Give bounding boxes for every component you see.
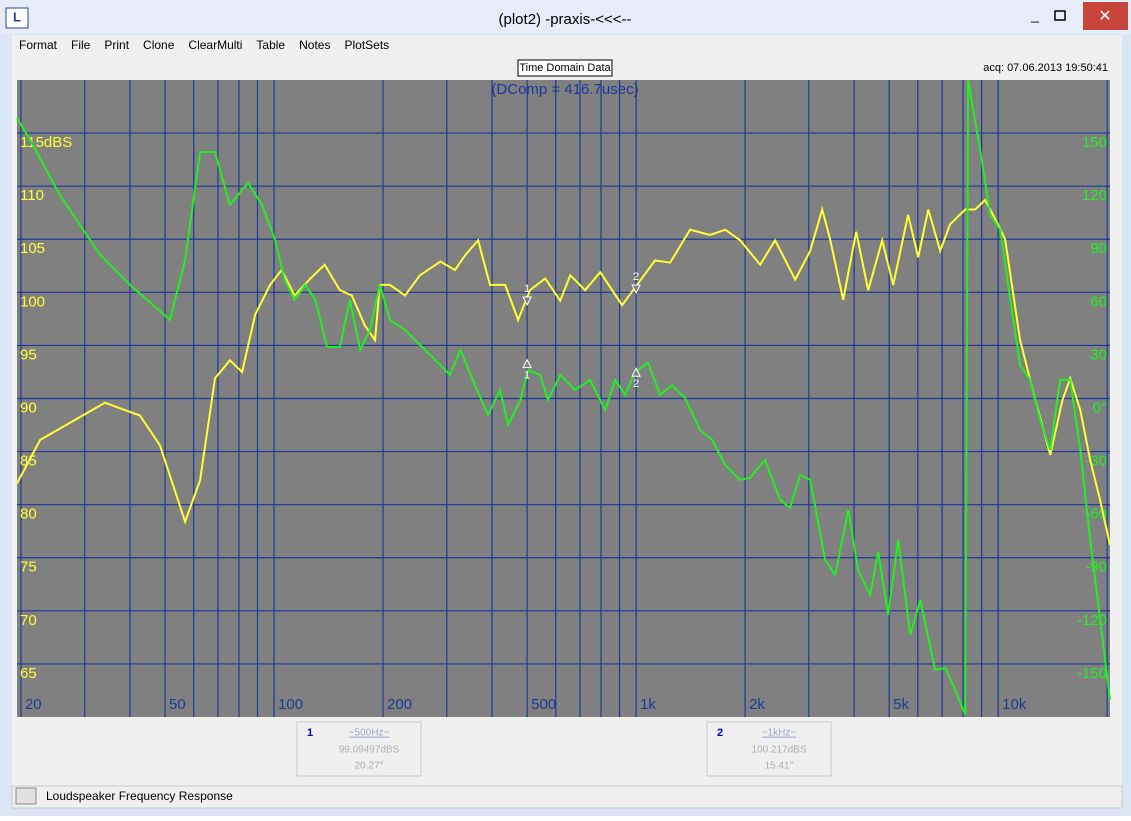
y-tick-label: 110 [20, 187, 44, 204]
menu: Format File Print Clone ClearMulti Table Notes… [19, 38, 389, 52]
menu-item[interactable]: Clone [143, 38, 175, 52]
close-button[interactable] [1083, 2, 1128, 30]
status-text: Loudspeaker Frequency Response [46, 789, 233, 803]
series-line [16, 198, 1111, 546]
menu-item[interactable]: ClearMulti [188, 38, 242, 52]
marker-mag [631, 284, 641, 295]
marker-phase [631, 367, 641, 377]
plot: 65707580859095100105110115dBS-150-120-90… [16, 79, 1111, 717]
menu-item[interactable]: Table [256, 38, 285, 52]
marker-phase [522, 358, 532, 369]
x-tick-label: 500 [531, 696, 556, 713]
y-tick-label: 65 [20, 665, 37, 682]
time-domain-button[interactable] [517, 59, 613, 77]
window-title: (plot2) -praxis-<<<-- [499, 11, 632, 28]
menu-item[interactable]: Notes [299, 38, 330, 52]
menu-bar [12, 35, 1122, 57]
y2-tick-label: -150 [1077, 665, 1107, 682]
marker-index: 1 [307, 727, 313, 739]
acq-label: acq: 07.06.2013 19:50:41 [983, 62, 1108, 74]
app-icon [5, 7, 29, 29]
x-tick-label: 5k [893, 696, 909, 713]
marker-mag [522, 296, 532, 307]
x-tick-label: 100 [278, 696, 303, 713]
app-icon-glyph: L [13, 9, 21, 24]
marker-panels: 1 ~500Hz~ 99.09497dBS 20.27° 2 ~1kHz~ 100.217d… [296, 721, 832, 777]
marker-index: 2 [717, 727, 723, 739]
x-tick-label: 20 [25, 696, 42, 713]
menu-item[interactable]: PlotSets [344, 38, 389, 52]
status-bar [11, 785, 1123, 809]
time-domain-label[interactable]: Time Domain Data [519, 62, 611, 74]
y-tick-label: 100 [20, 293, 45, 310]
marker-panel [296, 721, 422, 777]
y-tick-label: 75 [20, 559, 37, 576]
y-tick-label: 95 [20, 346, 37, 363]
status-icon[interactable] [15, 787, 37, 805]
y2-tick-label: 90 [1090, 240, 1107, 257]
marker-phase-label: 1 [524, 370, 530, 382]
y-tick-label: 105 [20, 240, 45, 257]
y-tick-label: 80 [20, 506, 37, 523]
marker-phase-label: 2 [633, 378, 639, 390]
marker-phase: 15.41° [764, 761, 793, 772]
marker-phase: 20.27° [354, 761, 383, 772]
marker-mag-label: 1 [524, 283, 530, 295]
marker-mag: 100.217dBS [751, 745, 806, 756]
maximize-button[interactable] [1054, 10, 1066, 21]
marker-mag-label: 2 [633, 271, 639, 283]
y2-tick-label: 0° [1093, 399, 1107, 416]
y2-tick-label: 60 [1090, 293, 1107, 310]
x-tick-label: 50 [169, 696, 186, 713]
marker-mag: 99.09497dBS [339, 745, 400, 756]
y2-tick-label: 30 [1090, 346, 1107, 363]
annotation: (DComp = 416.7usec) [491, 81, 638, 98]
y2-tick-label: -120 [1077, 612, 1107, 629]
title-bar [0, 0, 1131, 34]
y-tick-label: 90 [20, 399, 37, 416]
menu-item[interactable]: Format [19, 38, 58, 52]
menu-item[interactable]: Print [104, 38, 129, 52]
marker-panel [706, 721, 832, 777]
menu-item[interactable]: File [71, 38, 91, 52]
x-tick-label: 2k [749, 696, 765, 713]
y-tick-label: 70 [20, 612, 37, 629]
y2-tick-label: 150 [1082, 134, 1107, 151]
marker-freq[interactable]: ~1kHz~ [762, 728, 797, 739]
x-tick-label: 200 [387, 696, 412, 713]
minimize-button[interactable]: _ [1030, 7, 1039, 23]
x-tick-label: 10k [1002, 696, 1027, 713]
close-glyph: ✕ [1098, 8, 1111, 25]
x-tick-label: 1k [640, 696, 656, 713]
y2-tick-label: -90 [1085, 559, 1107, 576]
y2-tick-label: 120 [1082, 187, 1107, 204]
marker-freq[interactable]: ~500Hz~ [349, 728, 390, 739]
